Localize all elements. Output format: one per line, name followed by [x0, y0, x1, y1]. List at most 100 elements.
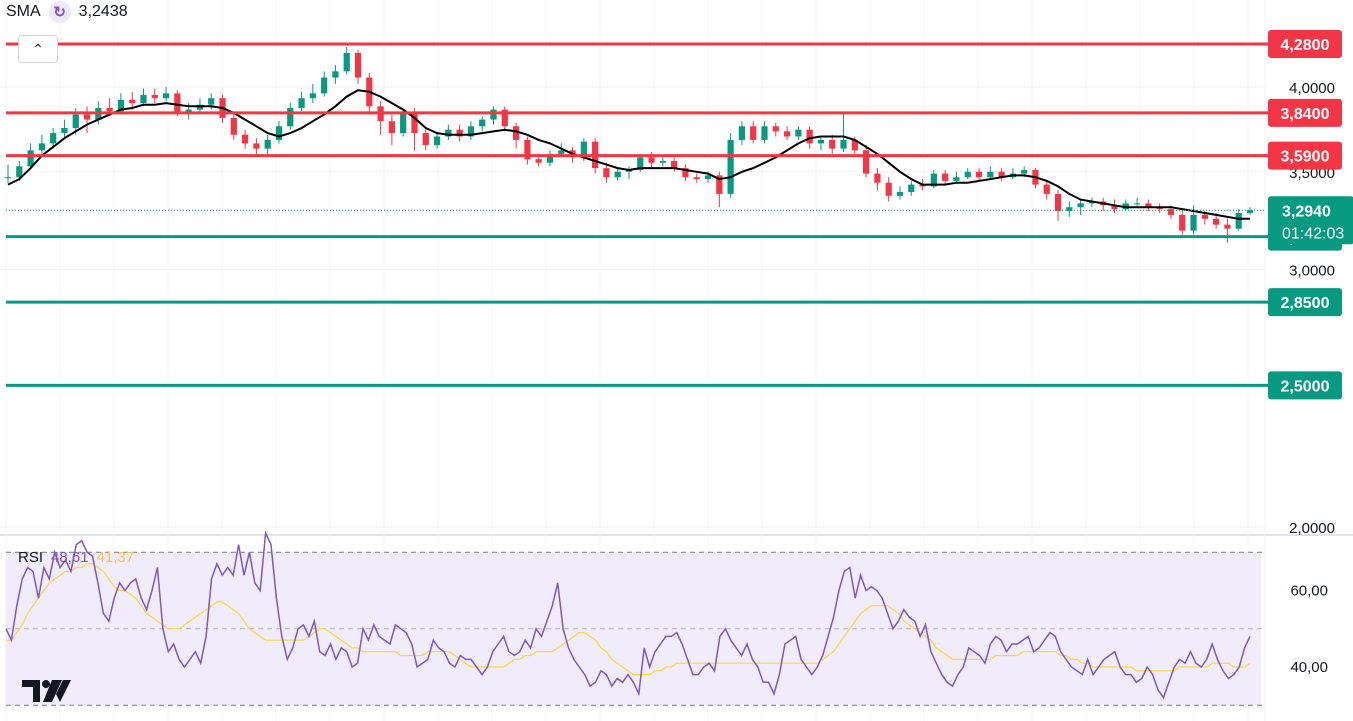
candle-body — [298, 98, 305, 108]
candle-body — [716, 175, 723, 194]
candle-body — [1224, 224, 1231, 229]
rsi-ma-value: 41,37 — [96, 549, 135, 566]
candle-body — [1133, 203, 1141, 205]
candle-body — [535, 159, 542, 163]
support-level-label-text: 2,8500 — [1281, 295, 1330, 312]
candle-body — [400, 112, 407, 134]
candle-body — [117, 99, 125, 112]
candle-body — [512, 126, 520, 140]
candle-body — [1021, 169, 1028, 174]
candle-countdown: 01:42:03 — [1282, 225, 1344, 242]
candle-body — [61, 127, 68, 134]
candle-body — [975, 171, 983, 178]
candles-group — [4, 47, 1254, 243]
candle-body — [953, 177, 960, 181]
tradingview-logo-icon[interactable] — [22, 678, 72, 704]
candle-body — [964, 171, 971, 178]
candle-body — [987, 171, 994, 178]
candle-body — [648, 157, 655, 163]
candle-body — [1066, 207, 1073, 212]
candle-body — [129, 99, 136, 104]
refresh-icon[interactable]: ↻ — [48, 1, 71, 23]
candle-body — [1246, 210, 1254, 213]
candle-body — [558, 150, 565, 154]
candle-body — [321, 77, 328, 94]
support-level-label-bg — [1268, 288, 1342, 317]
candle-body — [354, 53, 362, 78]
price-axis-tick-label: 4,0000 — [1289, 80, 1335, 97]
candle-body — [795, 129, 802, 137]
candle-body — [829, 139, 836, 149]
candle-body — [1213, 218, 1220, 225]
candle-body — [783, 131, 791, 137]
candle-body — [208, 98, 215, 105]
rsi-value: 48,61 — [51, 549, 89, 566]
candle-body — [704, 175, 712, 180]
support-level-label-text: 2,5000 — [1281, 378, 1330, 395]
resistance-level-label[interactable]: 3,8400 — [1268, 98, 1342, 127]
candle-body — [16, 166, 23, 178]
candle-body — [50, 133, 57, 144]
candle-body — [998, 171, 1005, 178]
candle-body — [772, 126, 779, 132]
candle-body — [1111, 205, 1118, 210]
support-level-label[interactable]: 2,8500 — [1268, 288, 1342, 317]
candle-body — [106, 107, 113, 112]
candle-body — [27, 150, 34, 167]
candle-body — [162, 93, 170, 99]
candle-body — [1201, 214, 1208, 219]
rsi-label: RSI — [18, 549, 44, 566]
candle-body — [840, 139, 847, 149]
rsi-axis-tick-label: 60,00 — [1290, 583, 1328, 600]
sma-label: SMA — [6, 3, 41, 20]
candle-body — [83, 114, 91, 120]
candle-body — [580, 141, 587, 158]
resistance-level-label[interactable]: 3,5900 — [1268, 141, 1342, 170]
collapse-button[interactable]: ⌃ — [18, 35, 58, 63]
candle-body — [174, 93, 181, 113]
candle-body — [433, 136, 441, 146]
candle-body — [863, 150, 870, 174]
candle-body — [1145, 203, 1152, 208]
candle-body — [332, 71, 339, 78]
candle-body — [264, 139, 271, 149]
candle-body — [727, 139, 734, 194]
candle-body — [874, 173, 881, 183]
candle-body — [524, 139, 531, 160]
candle-body — [151, 94, 158, 99]
candle-body — [738, 126, 746, 140]
price-axis-tick-label: 2,0000 — [1289, 520, 1335, 537]
candle-body — [287, 107, 294, 127]
current-price-tag: 3,2940 01:42:03 — [1268, 196, 1353, 245]
resistance-level-label-bg — [1268, 141, 1342, 170]
candle-body — [817, 139, 825, 144]
support-level-label-bg — [1268, 371, 1342, 400]
candle-body — [761, 126, 768, 140]
candle-body — [1190, 214, 1197, 231]
candle-body — [411, 112, 418, 134]
candle-body — [422, 133, 429, 146]
sma-value: 3,2438 — [78, 3, 128, 20]
candle-body — [682, 168, 689, 178]
candle-body — [637, 157, 644, 170]
candle-body — [4, 177, 12, 179]
candle-body — [1054, 193, 1062, 212]
chevron-up-icon: ⌃ — [32, 40, 44, 57]
candle-body — [546, 153, 554, 163]
candle-body — [140, 94, 147, 104]
resistance-level-label-bg — [1268, 30, 1342, 59]
sma-legend: SMA ↻ 3,2438 — [6, 0, 128, 24]
candle-body — [671, 160, 678, 169]
candle-body — [885, 182, 892, 196]
candle-body — [456, 129, 463, 137]
candle-body — [603, 168, 610, 178]
candle-body — [851, 139, 858, 151]
resistance-level-label-bg — [1268, 98, 1342, 127]
candle-body — [1167, 209, 1175, 215]
resistance-level-label[interactable]: 4,2800 — [1268, 30, 1342, 59]
candle-body — [908, 184, 915, 193]
candle-body — [343, 53, 350, 72]
resistance-level-label-text: 3,8400 — [1281, 106, 1330, 123]
support-level-label[interactable]: 2,5000 — [1268, 371, 1342, 400]
